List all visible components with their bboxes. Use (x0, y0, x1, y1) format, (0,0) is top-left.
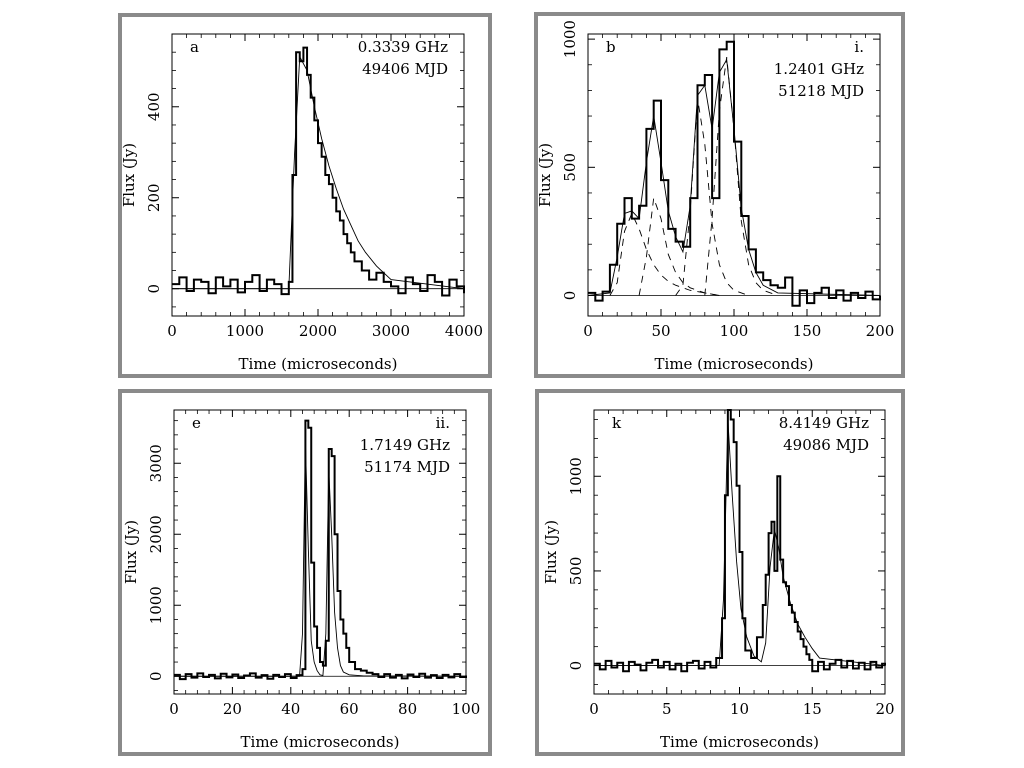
x-tick-label: 20 (875, 700, 894, 718)
x-axis-label: Time (microseconds) (655, 355, 814, 373)
x-tick-label: 100 (452, 700, 481, 718)
y-tick-label: 0 (147, 671, 165, 681)
x-axis-label: Time (microseconds) (660, 733, 819, 751)
component-fit-dashed (675, 98, 749, 296)
y-tick-label: 2000 (147, 515, 165, 553)
x-tick-label: 150 (793, 322, 822, 340)
x-tick-label: 50 (651, 322, 670, 340)
model-fit-line (594, 419, 886, 667)
y-axis-label: Flux (Jy) (122, 520, 140, 584)
x-tick-label: 15 (803, 700, 822, 718)
y-tick-label: 0 (145, 284, 163, 294)
chart-k: 0 5 10 15 20 0 500 1000 Time (microseconds) Flux … (542, 409, 895, 751)
annotation-line: 0.3339 GHz (358, 38, 448, 56)
y-axis-label: Flux (Jy) (120, 143, 138, 207)
panel-letter: b (606, 38, 616, 56)
x-tick-label: 200 (866, 322, 895, 340)
x-tick-label: 2000 (299, 322, 337, 340)
component-fit-dashed (609, 212, 720, 296)
x-tick-label: 1000 (226, 322, 264, 340)
x-tick-label: 10 (730, 700, 749, 718)
x-tick-label: 100 (720, 322, 749, 340)
x-tick-label: 40 (281, 700, 300, 718)
plot-frame (173, 409, 467, 695)
y-tick-label: 0 (561, 291, 579, 301)
panel-letter: k (612, 414, 622, 432)
y-tick-label: 0 (567, 661, 585, 671)
y-tick-label: 200 (145, 183, 163, 212)
annotation-line: 51174 MJD (364, 458, 450, 476)
x-tick-label: 5 (662, 700, 672, 718)
annotation-line: 51218 MJD (778, 82, 864, 100)
x-axis-label: Time (microseconds) (239, 355, 398, 373)
annotation-line: 49406 MJD (362, 60, 448, 78)
model-fit-line (174, 441, 467, 677)
annotation-line: 1.7149 GHz (360, 436, 450, 454)
y-axis-label: Flux (Jy) (536, 143, 554, 207)
chart-panel-a (118, 13, 492, 378)
y-tick-label: 1000 (567, 457, 585, 495)
y-tick-label: 400 (145, 92, 163, 121)
component-fit-dashed (638, 197, 720, 296)
annotation-line: 8.4149 GHz (779, 414, 869, 432)
annotation-line: 49086 MJD (783, 436, 869, 454)
x-axis-label: Time (microseconds) (241, 733, 400, 751)
component-fit-dashed (704, 57, 778, 296)
chart-b: 0 50 100 150 200 0 500 1000 Time (microseconds) F… (536, 20, 894, 373)
y-tick-label: 3000 (147, 444, 165, 482)
annotation-line: ii. (436, 414, 450, 432)
y-tick-label: 1000 (561, 20, 579, 58)
x-tick-label: 80 (398, 700, 417, 718)
x-tick-label: 60 (340, 700, 359, 718)
y-tick-label: 500 (561, 153, 579, 182)
annotation-line: 1.2401 GHz (774, 60, 864, 78)
annotation-line: i. (854, 38, 864, 56)
x-tick-label: 20 (223, 700, 242, 718)
chart-a: 0 1000 2000 3000 4000 0 200 400 Time (microsecon… (120, 33, 483, 373)
x-tick-label: 0 (169, 700, 179, 718)
chart-panel-k (535, 389, 905, 756)
y-tick-label: 1000 (147, 586, 165, 624)
data-series-step (172, 46, 465, 297)
x-tick-label: 3000 (372, 322, 410, 340)
panel-letter: a (190, 38, 199, 56)
x-tick-label: 0 (583, 322, 593, 340)
x-tick-label: 4000 (445, 322, 483, 340)
panel-letter: e (192, 414, 201, 432)
x-tick-label: 0 (589, 700, 599, 718)
data-series-step (588, 40, 881, 307)
y-axis-label: Flux (Jy) (542, 520, 560, 584)
model-fit-line (172, 55, 465, 290)
y-tick-label: 500 (567, 557, 585, 586)
x-tick-label: 0 (167, 322, 177, 340)
